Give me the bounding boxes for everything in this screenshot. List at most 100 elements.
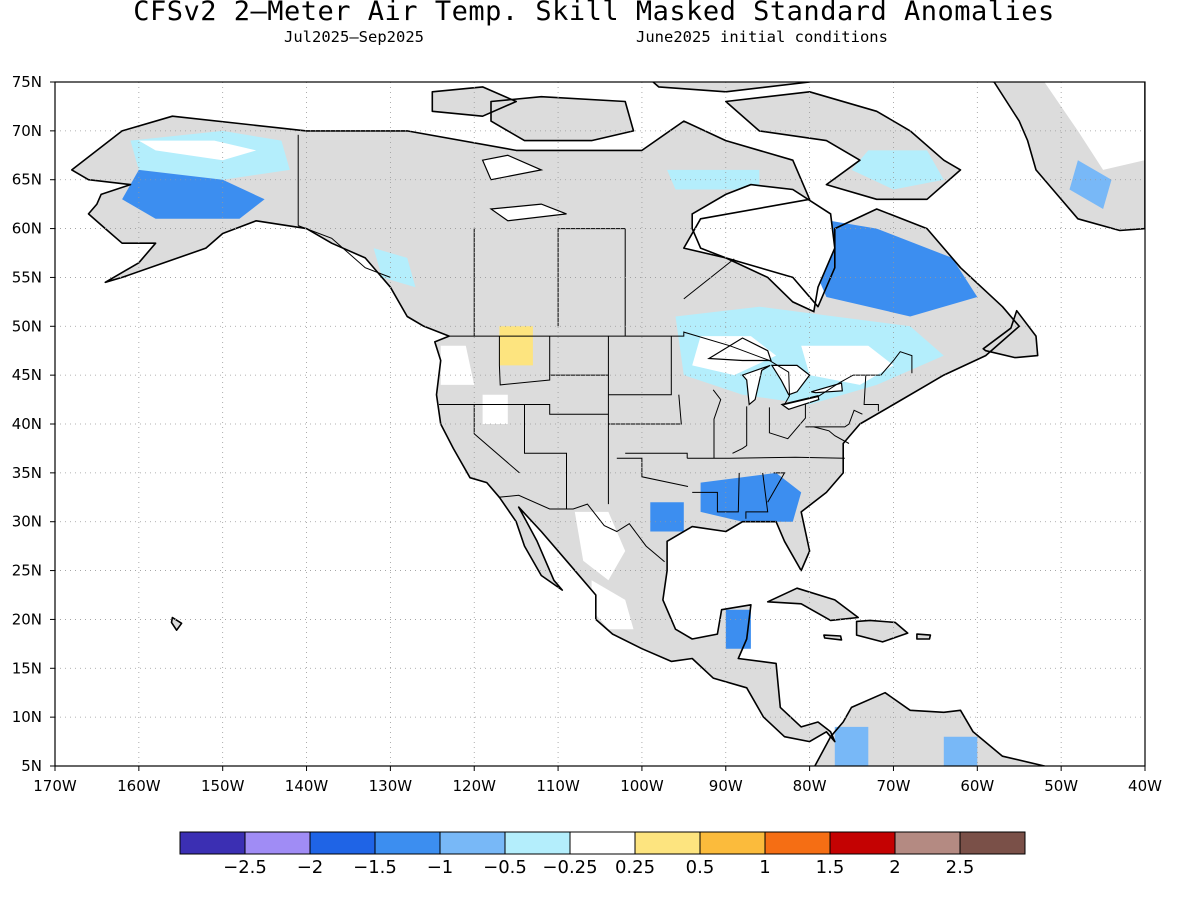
- lon-tick-label: 90W: [709, 777, 743, 795]
- coastline-layer: [71, 82, 1145, 766]
- colorbar-swatch: [439, 831, 506, 855]
- hawaii-coastline: [170, 616, 183, 632]
- colorbar-swatch: [374, 831, 441, 855]
- lake-shore-0: [707, 337, 772, 362]
- anomaly-texas-gulf: [650, 502, 684, 532]
- north-america-land: [71, 116, 1020, 742]
- lat-tick-label: 50N: [12, 317, 42, 335]
- boundary-line: [863, 375, 879, 412]
- colorbar: −2.5 −2 −1.5 −1 −0.5 −0.25 0.25 0.5 1 1.5 2 2.5: [179, 831, 1026, 878]
- lake-shore-1: [741, 364, 771, 406]
- anomaly-alaska-north-core: [138, 140, 257, 161]
- colorbar-swatch: [179, 831, 246, 855]
- newfoundland-coastline: [982, 309, 1039, 359]
- boundary-line: [498, 494, 665, 563]
- anomaly-alaska-interior: [122, 169, 265, 219]
- lon-tick-label: 150W: [201, 777, 245, 795]
- boundary-line: [498, 336, 551, 386]
- colorbar-swatch: [504, 831, 571, 855]
- boundary-line: [524, 404, 567, 509]
- hudson-bay-coastline: [691, 183, 836, 313]
- colorbar-swatch: [244, 831, 311, 855]
- hawaii-land: [171, 617, 182, 631]
- lon-tick-label: 140W: [285, 777, 329, 795]
- anomaly-greenland-south: [1069, 160, 1112, 209]
- forecast-period: Jul2025–Sep2025: [284, 28, 424, 46]
- colorbar-label: 0.5: [686, 857, 715, 878]
- graticule: [55, 82, 1145, 766]
- lon-tick-label: 130W: [369, 777, 413, 795]
- boundary-line: [805, 409, 863, 428]
- hudson-bay: [692, 184, 835, 312]
- boundary-line: [687, 456, 845, 459]
- boundary-line: [745, 472, 769, 519]
- boundary-line: [298, 225, 391, 278]
- colorbar-label: −0.25: [542, 857, 597, 878]
- boundary-line: [447, 331, 913, 406]
- colorbar-label: −0.5: [483, 857, 527, 878]
- lat-tick-label: 65N: [12, 171, 42, 189]
- boundary-line: [712, 389, 722, 459]
- north-america-coastline: [71, 115, 1021, 743]
- lake-shore-3: [780, 394, 820, 410]
- cuba-land: [767, 588, 859, 621]
- lon-tick-label: 110W: [536, 777, 580, 795]
- lat-tick-label: 5N: [21, 757, 42, 775]
- lat-tick-label: 20N: [12, 610, 42, 628]
- lon-tick-label: 100W: [620, 777, 664, 795]
- colorbar-label: 1: [759, 857, 770, 878]
- boundary-line: [608, 336, 672, 396]
- colorbar-swatch: [699, 831, 766, 855]
- boundary-line: [683, 258, 735, 300]
- lon-tick-label: 160W: [117, 777, 161, 795]
- colorbar-label: −2.5: [223, 857, 267, 878]
- lat-tick-label: 15N: [12, 659, 42, 677]
- greenland-coastline: [988, 82, 1145, 232]
- boundary-line: [549, 336, 609, 376]
- victoria-island-land: [491, 96, 634, 141]
- chart-title: CFSv2 2–Meter Air Temp. Skill Masked Sta…: [133, 0, 1055, 27]
- banks-island-land: [432, 86, 517, 117]
- hispaniola-land: [856, 620, 908, 642]
- lon-tick-label: 60W: [960, 777, 994, 795]
- colorbar-swatch: [829, 831, 896, 855]
- boundary-line: [439, 404, 609, 415]
- anomaly-greenland-east: [1044, 82, 1145, 170]
- ellesmere-region-land: [653, 82, 810, 92]
- colorbar-label: 1.5: [816, 857, 845, 878]
- anomaly-idaho: [499, 326, 533, 366]
- boundary-line: [473, 404, 520, 474]
- victoria-island-coastline: [490, 95, 635, 142]
- anomaly-yucatan: [725, 609, 751, 649]
- anomaly-great-basin: [482, 394, 508, 424]
- lon-tick-label: 40W: [1128, 777, 1162, 795]
- lat-tick-label: 45N: [12, 366, 42, 384]
- lake-shore-6: [489, 203, 567, 222]
- lake-shore-5: [481, 154, 544, 181]
- lat-tick-label: 55N: [12, 268, 42, 286]
- colorbar-label: 0.25: [615, 857, 655, 878]
- latitude-labels: 75N 70N 65N 60N 55N 50N 45N 40N 35N 30N 25N 20N 15N 1…: [12, 73, 55, 775]
- lake-1: [742, 365, 771, 405]
- lat-tick-label: 40N: [12, 415, 42, 433]
- colorbar-swatch: [569, 831, 636, 855]
- lat-tick-label: 70N: [12, 122, 42, 140]
- initial-conditions: June2025 initial conditions: [636, 28, 888, 46]
- boundary-line: [608, 394, 682, 425]
- lake-shore-2: [770, 364, 811, 396]
- lake-5: [482, 155, 542, 180]
- jamaica-coastline: [823, 634, 843, 641]
- colorbar-label: −1.5: [353, 857, 397, 878]
- anomaly-layer: [122, 82, 1145, 766]
- lon-tick-label: 80W: [793, 777, 827, 795]
- baffin-island-coastline: [724, 91, 962, 201]
- boundary-line: [625, 452, 688, 459]
- anomaly-colombia: [834, 726, 869, 766]
- colorbar-label: −2: [297, 857, 324, 878]
- colorbar-swatch: [764, 831, 831, 855]
- colorbar-swatch: [894, 831, 961, 855]
- south-america-coastline: [813, 691, 1046, 766]
- colorbar-swatch: [959, 831, 1026, 855]
- colorbar-swatch: [309, 831, 376, 855]
